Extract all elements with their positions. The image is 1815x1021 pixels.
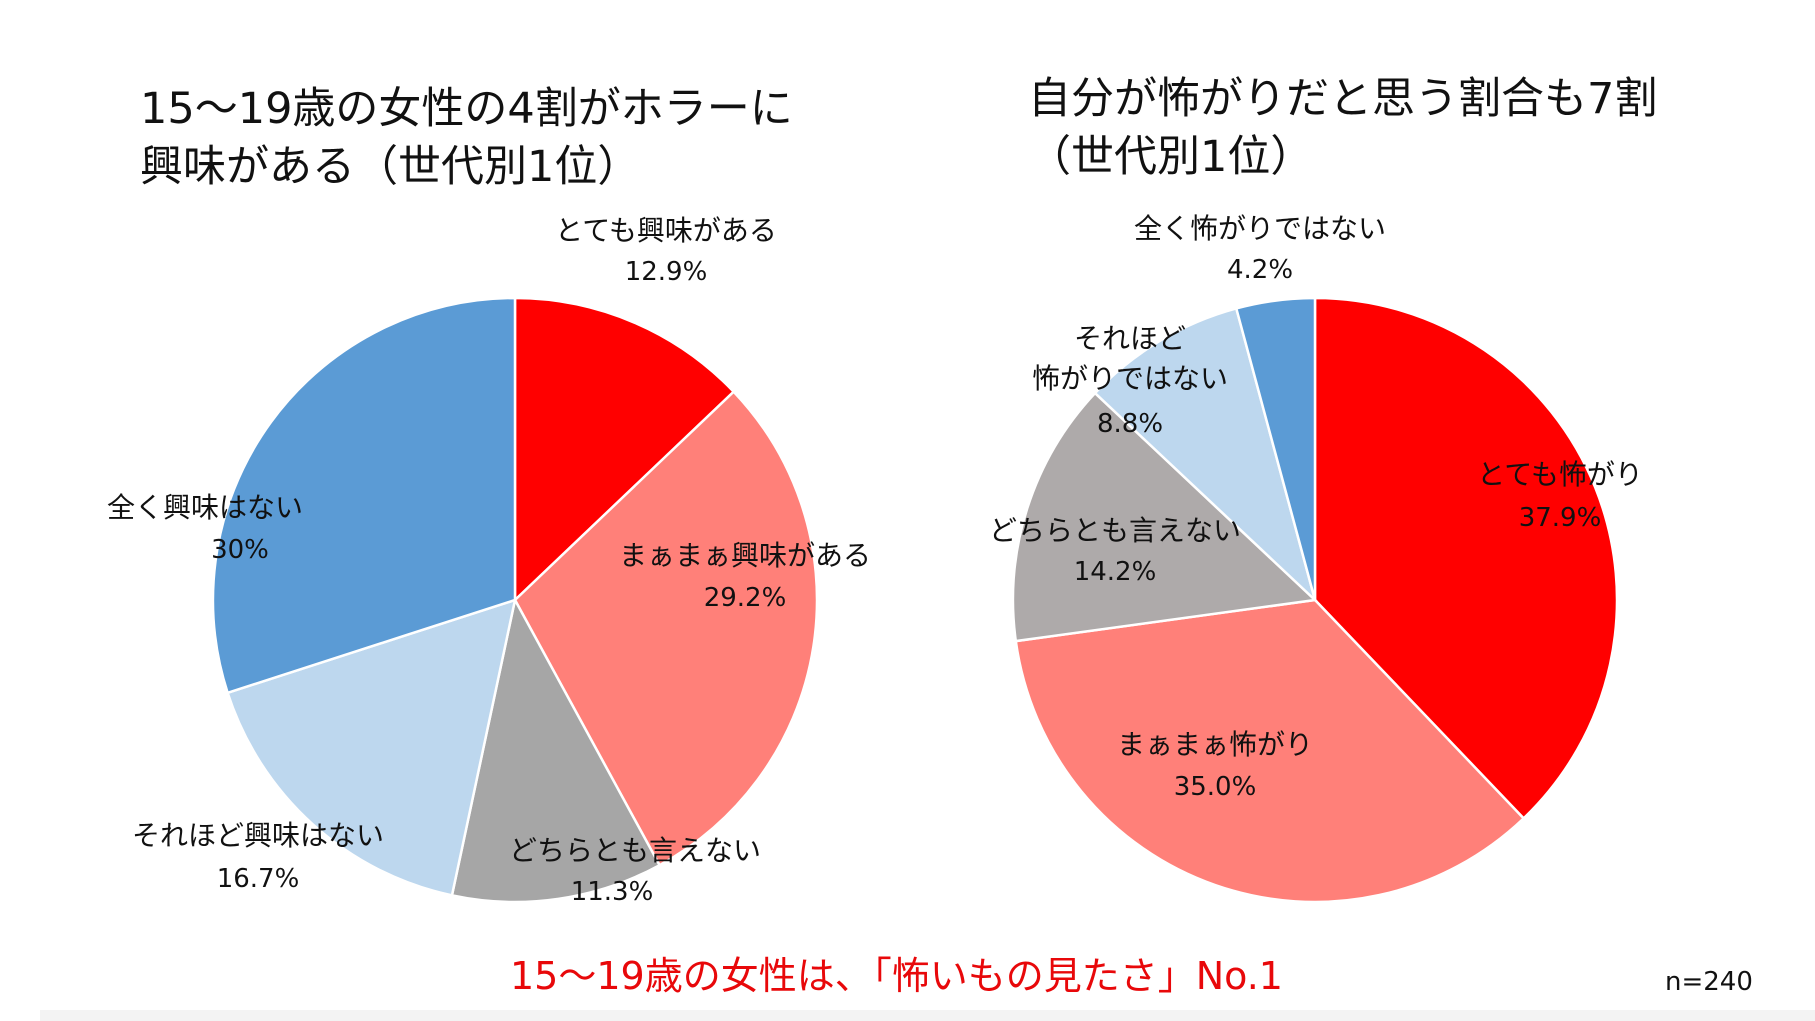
scared-slice-1-value-label: 37.9% <box>1519 503 1602 533</box>
interest-slice-5-label: 全く興味はない <box>107 491 303 524</box>
scared-slice-2-label: まぁまぁ怖がり <box>1117 728 1313 761</box>
scared-slice-3-value-label: 14.2% <box>1074 557 1157 587</box>
interest-slice-2 <box>513 389 819 867</box>
interest-slice-3 <box>450 596 662 904</box>
scared-slice-1 <box>1313 296 1619 821</box>
scared-slice-3-label: どちらとも言えない <box>989 514 1241 547</box>
bottom-divider <box>40 1010 1815 1021</box>
interest-slice-2-label: まぁまぁ興味がある <box>619 539 871 572</box>
interest-slice-4-value-label: 16.7% <box>217 864 300 894</box>
scared-slice-2 <box>1014 598 1526 904</box>
scared-slice-1-label: とても怖がり <box>1477 458 1643 491</box>
scared-slice-5-label: 全く怖がりではない <box>1134 212 1386 245</box>
scared-slice-2-value-label: 35.0% <box>1174 772 1257 802</box>
interest-slice-3-value-label: 11.3% <box>571 877 654 907</box>
interest-slice-5 <box>211 296 517 695</box>
chart-title-left: 15〜19歳の女性の4割がホラーに 興味がある（世代別1位） <box>140 80 793 196</box>
scared-slice-3 <box>1011 391 1318 643</box>
interest-slice-1-value-label: 12.9% <box>625 257 708 287</box>
interest-slice-2-value-label: 29.2% <box>704 583 787 613</box>
interest-slice-5-value-label: 30% <box>211 535 269 565</box>
footnote-conclusion: 15〜19歳の女性は、「怖いもの見たさ」No.1 <box>510 954 1283 998</box>
interest-slice-1 <box>513 296 736 603</box>
scared-slice-4-label: それほど怖がりではない <box>1032 322 1228 395</box>
interest-slice-3-label: どちらとも言えない <box>509 834 761 867</box>
chart-title-right-line-2: （世代別1位） <box>1028 132 1314 182</box>
interest-slice-4-label: それほど興味はない <box>132 819 384 852</box>
interest-slice-4 <box>226 598 517 897</box>
scared-slice-5-value-label: 4.2% <box>1227 255 1293 285</box>
scared-slice-4-value-label: 8.8% <box>1097 409 1163 439</box>
sample-size: n=240 <box>1665 967 1753 997</box>
chart-title-left-line-2: 興味がある（世代別1位） <box>140 142 641 192</box>
chart-title-right-line-1: 自分が怖がりだと思う割合も7割 <box>1028 74 1658 124</box>
chart-title-left-line-1: 15〜19歳の女性の4割がホラーに <box>140 84 793 134</box>
pie-chart-scared: とても怖がり 37.9% まぁまぁ怖がり 35.0% どちらとも言えない 14.2% それほ… <box>989 212 1643 904</box>
interest-slice-1-label: とても興味がある <box>555 214 777 247</box>
pie-chart-interest: とても興味がある 12.9% まぁまぁ興味がある 29.2% どちらとも言えない 11.3… <box>107 214 871 907</box>
scared-slice-5 <box>1234 296 1317 601</box>
chart-title-right: 自分が怖がりだと思う割合も7割 （世代別1位） <box>1028 70 1657 186</box>
scared-slice-4 <box>1093 306 1318 604</box>
